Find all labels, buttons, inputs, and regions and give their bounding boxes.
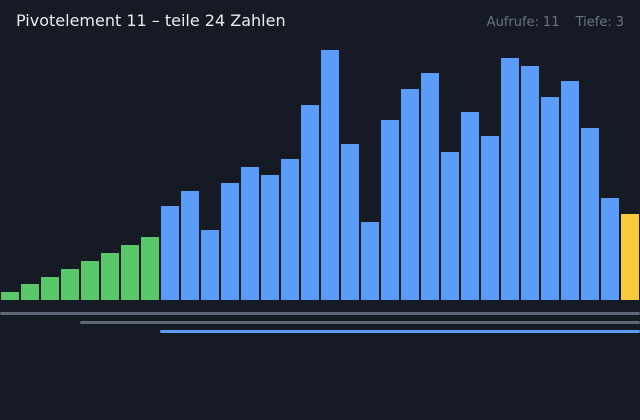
array-bars: [1, 50, 639, 300]
bar-sorted: [21, 284, 39, 300]
bar-partition: [201, 230, 219, 300]
bar-partition: [381, 120, 399, 300]
bar-partition: [161, 206, 179, 300]
bar-sorted: [61, 269, 79, 300]
bar-sorted: [121, 245, 139, 300]
bar-partition: [261, 175, 279, 300]
range-line-outer: [0, 312, 640, 315]
bar-partition: [561, 81, 579, 300]
bar-partition: [421, 73, 439, 300]
bar-sorted: [81, 261, 99, 300]
bar-sorted: [41, 277, 59, 300]
bar-partition: [361, 222, 379, 300]
bar-sorted: [101, 253, 119, 300]
bar-partition: [341, 144, 359, 300]
depth-label: Tiefe:: [575, 15, 612, 30]
bar-partition: [461, 112, 479, 300]
bar-partition: [241, 167, 259, 300]
bar-partition: [521, 66, 539, 300]
bar-pivot: [621, 214, 639, 300]
calls-label: Aufrufe:: [486, 15, 539, 30]
bar-partition: [181, 191, 199, 300]
bar-sorted: [141, 237, 159, 300]
bar-partition: [221, 183, 239, 300]
bar-partition: [441, 152, 459, 300]
bar-partition: [581, 128, 599, 300]
bar-partition: [541, 97, 559, 300]
depth-value: 3: [615, 15, 624, 30]
recursion-ranges: [0, 312, 640, 336]
bar-partition: [301, 105, 319, 300]
bar-partition: [601, 198, 619, 300]
bar-partition: [281, 159, 299, 300]
page-title: Pivotelement 11 – teile 24 Zahlen: [16, 11, 286, 30]
stats-panel: Aufrufe: 11 Tiefe: 3: [487, 15, 624, 30]
range-line-outer: [80, 321, 640, 324]
calls-value: 11: [542, 15, 560, 30]
bar-partition: [401, 89, 419, 300]
calls-stat: Aufrufe: 11: [487, 15, 564, 30]
range-line-active: [160, 330, 640, 333]
bar-sorted: [1, 292, 19, 300]
bar-partition: [501, 58, 519, 300]
bar-partition: [321, 50, 339, 300]
bar-partition: [481, 136, 499, 300]
depth-stat: Tiefe: 3: [576, 15, 624, 30]
